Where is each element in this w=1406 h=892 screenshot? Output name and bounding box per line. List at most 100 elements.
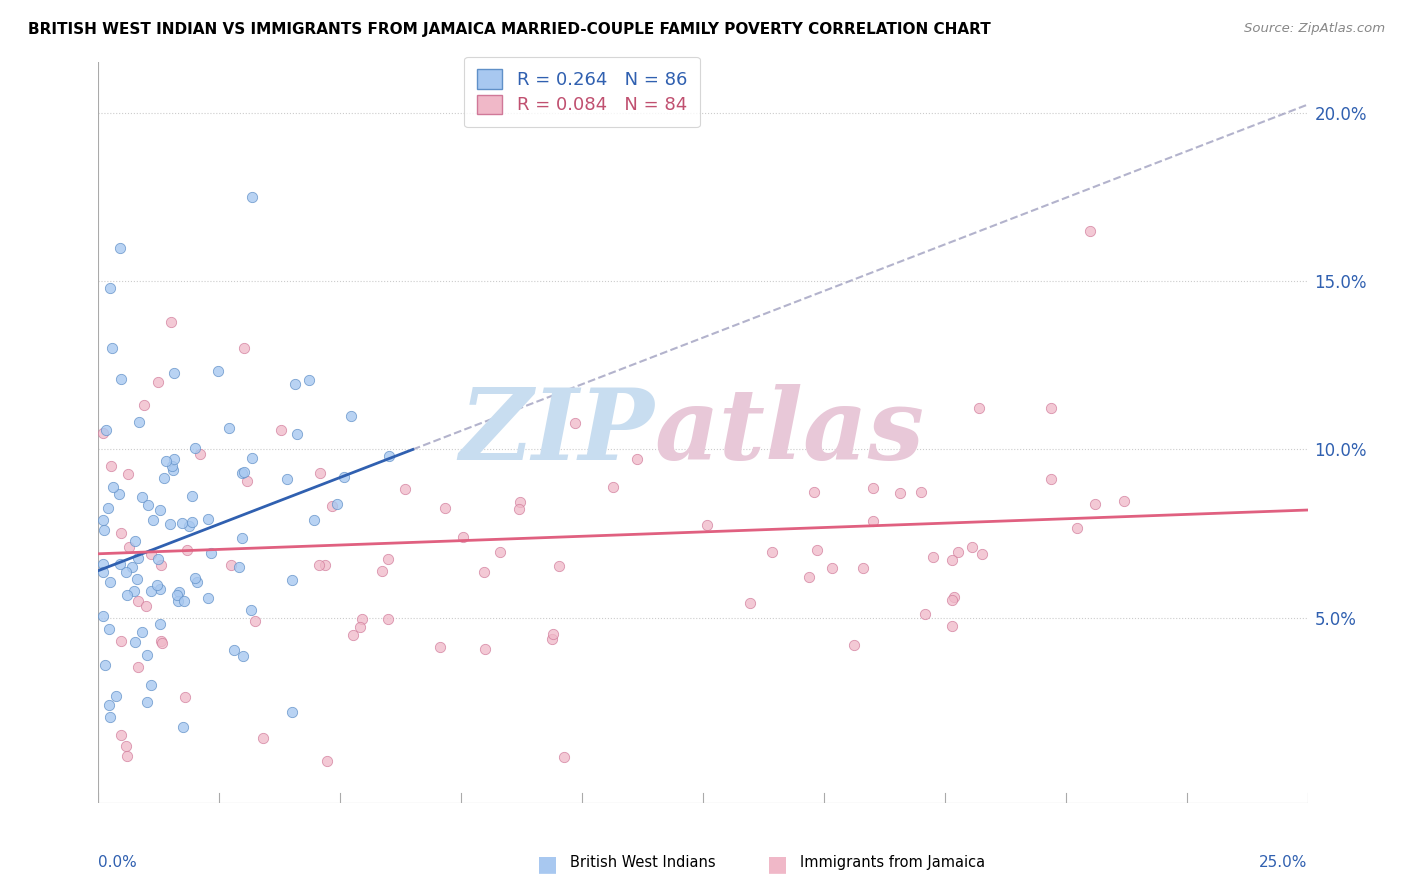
Point — [232, 342, 254, 356]
Point — [197, 512, 219, 526]
Point — [285, 426, 308, 441]
Point — [184, 442, 207, 456]
Point — [149, 503, 172, 517]
Point — [394, 482, 416, 496]
Point — [231, 531, 253, 545]
Point — [100, 458, 122, 473]
Point — [146, 376, 169, 390]
Point — [508, 502, 530, 516]
Point — [96, 423, 118, 437]
Point — [1084, 497, 1107, 511]
Point — [121, 560, 143, 574]
Point — [910, 485, 932, 500]
Point — [564, 416, 586, 430]
Point — [101, 480, 124, 494]
Point — [110, 634, 132, 648]
Point — [240, 451, 263, 466]
Point — [163, 366, 186, 380]
Point — [738, 596, 761, 610]
Point — [91, 609, 114, 624]
Point — [962, 540, 984, 554]
Text: 0.0%: 0.0% — [98, 855, 138, 870]
Point — [541, 632, 564, 647]
Point — [128, 415, 150, 429]
Point — [115, 565, 138, 579]
Point — [252, 731, 274, 746]
Text: ■: ■ — [766, 855, 787, 875]
Point — [914, 607, 936, 622]
Point — [276, 472, 298, 486]
Point — [943, 591, 966, 605]
Point — [149, 633, 172, 648]
Point — [245, 615, 267, 629]
Text: British West Indians: British West Indians — [569, 855, 716, 870]
Point — [553, 749, 575, 764]
Point — [166, 588, 188, 602]
Point — [149, 582, 172, 597]
Point — [377, 612, 399, 626]
Point — [98, 623, 121, 637]
Point — [889, 485, 911, 500]
Point — [181, 515, 204, 529]
Point — [948, 545, 970, 559]
Point — [967, 401, 990, 416]
Point — [122, 583, 145, 598]
Point — [91, 512, 114, 526]
Point — [340, 409, 363, 423]
Point — [91, 558, 114, 572]
Point — [970, 547, 993, 561]
Point — [326, 497, 349, 511]
Point — [180, 489, 202, 503]
Point — [941, 552, 963, 566]
Point — [821, 560, 844, 574]
Point — [104, 689, 127, 703]
Point — [852, 560, 875, 574]
Point — [117, 467, 139, 481]
Point — [91, 425, 114, 440]
Point — [136, 648, 159, 662]
Point — [231, 466, 253, 480]
Point — [429, 640, 451, 655]
Point — [162, 463, 184, 477]
Point — [489, 545, 512, 559]
Point — [270, 423, 292, 437]
Point — [1112, 493, 1135, 508]
Point — [131, 625, 153, 640]
Point — [304, 513, 326, 527]
Point — [377, 450, 399, 464]
Point — [98, 281, 121, 295]
Point — [602, 480, 624, 494]
Point — [228, 560, 250, 574]
Point — [167, 585, 190, 599]
Point — [118, 540, 141, 554]
Point — [155, 454, 177, 468]
Point — [173, 594, 195, 608]
Point — [451, 530, 474, 544]
Point — [136, 498, 159, 512]
Point — [342, 627, 364, 641]
Point — [135, 599, 157, 613]
Point — [97, 500, 120, 515]
Point — [93, 523, 115, 537]
Point — [941, 592, 963, 607]
Point — [371, 565, 394, 579]
Point — [149, 617, 172, 632]
Point — [110, 525, 132, 540]
Point — [862, 481, 884, 495]
Point — [315, 754, 337, 768]
Point — [803, 485, 825, 500]
Point — [110, 729, 132, 743]
Point — [1066, 521, 1088, 535]
Point — [434, 500, 457, 515]
Point — [124, 533, 146, 548]
Point — [142, 513, 165, 527]
Point — [153, 471, 176, 485]
Point — [184, 571, 207, 585]
Point — [114, 739, 136, 753]
Text: 25.0%: 25.0% — [1260, 855, 1308, 870]
Point — [146, 551, 169, 566]
Point — [110, 557, 132, 571]
Text: ZIP: ZIP — [460, 384, 655, 481]
Point — [170, 516, 193, 530]
Point — [626, 452, 648, 467]
